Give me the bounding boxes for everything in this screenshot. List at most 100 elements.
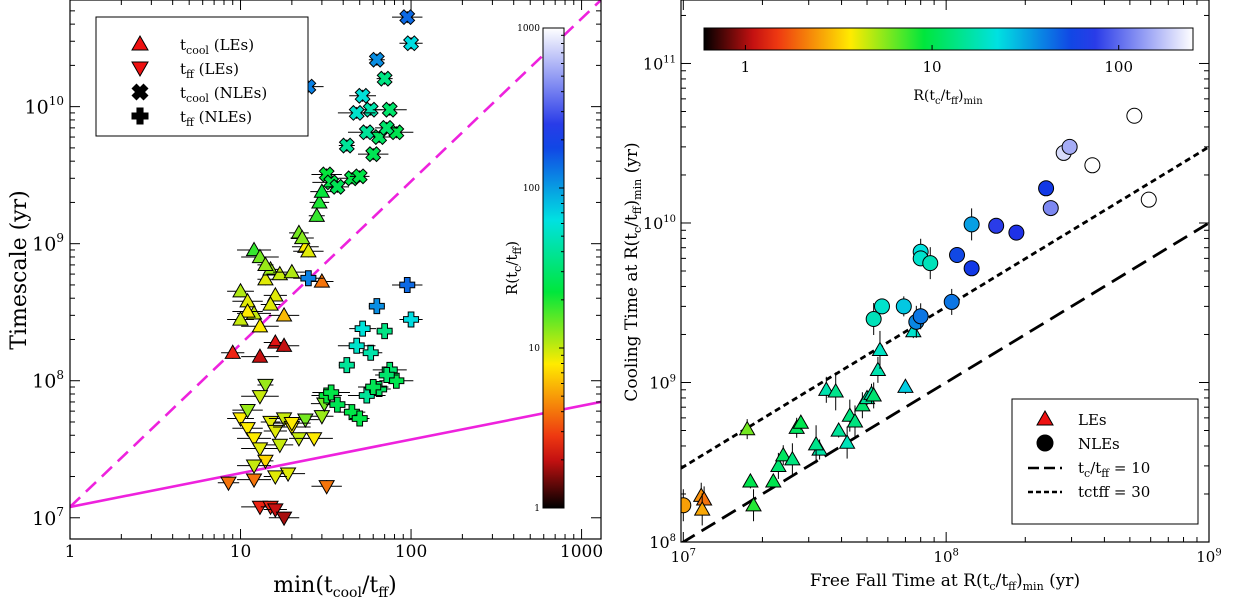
left-point-triangle-down (305, 432, 323, 447)
left-point-triangle-up (257, 256, 274, 272)
left-point-x (338, 137, 355, 154)
left-point-x (376, 70, 393, 87)
left-point-triangle-up (271, 265, 289, 281)
right-legend-label: NLEs (1078, 435, 1120, 453)
left-point-plus (376, 323, 393, 340)
left-point-triangle-down (266, 424, 284, 440)
left-data-points (217, 9, 423, 527)
right-colorbar: 1 10 100 R(tc/tff)min (703, 27, 1194, 107)
left-y-tick-label: 1010 (25, 94, 64, 119)
right-point-triangle-up (865, 386, 883, 402)
left-point-plus (300, 270, 317, 287)
left-point-triangle-up (232, 310, 249, 326)
left-x-axis: 1 10 100 1000 (65, 0, 603, 562)
right-x-axis-label: Free Fall Time at R(tc/tff)min (yr) (810, 571, 1080, 593)
left-point-triangle-up (313, 272, 331, 288)
left-colorbar-label: R(tc/tff) (503, 241, 524, 295)
right-legend-marker (1036, 409, 1054, 426)
right-y-tick-label: 1011 (643, 54, 676, 73)
left-point-triangle-down (271, 438, 289, 454)
left-point-triangle-down (266, 470, 284, 486)
left-legend-label: tcool (NLEs) (180, 84, 267, 105)
left-reference-lines (70, 0, 601, 509)
right-legend-label: tctff = 30 (1078, 483, 1150, 501)
left-legend-marker (131, 107, 149, 125)
right-point-circle (943, 293, 960, 310)
left-point-plus (338, 357, 355, 374)
right-point-circle (865, 311, 882, 328)
left-point-x (403, 35, 420, 52)
right-point-triangle-up (871, 341, 889, 357)
left-point-triangle-down (266, 503, 284, 518)
left-colorbar-tick-label: 1 (534, 504, 540, 514)
right-legend-marker (1036, 434, 1054, 452)
left-x-tick-label: 1 (65, 542, 76, 562)
left-y-tick-label: 109 (32, 231, 64, 256)
left-legend-marker (131, 61, 149, 78)
left-point-triangle-down (283, 417, 301, 432)
left-point-triangle-up (251, 248, 269, 264)
left-legend-marker (131, 83, 149, 101)
left-point-x (365, 146, 382, 163)
right-point-circle (1061, 138, 1078, 155)
left-point-triangle-up (266, 286, 284, 302)
left-point-plus (323, 384, 340, 401)
right-point-circle (988, 217, 1005, 234)
left-point-triangle-up (262, 295, 279, 311)
left-point-triangle-up (251, 348, 269, 363)
left-point-x (358, 124, 375, 141)
left-x-tick-label: 100 (395, 542, 427, 562)
right-point-triangle-up (846, 412, 864, 428)
left-colorbar-tick-label: 10 (529, 344, 541, 354)
left-point-x (329, 178, 346, 195)
left-point-plus (378, 367, 395, 384)
left-point-plus (354, 320, 371, 337)
right-legend: LEs NLEs tc/tff = 10 tctff = 30 (1011, 398, 1199, 525)
left-point-plus (399, 276, 416, 293)
right-point-circle (1140, 191, 1157, 208)
right-legend-label: tc/tff = 10 (1078, 459, 1150, 480)
left-point-x (378, 119, 395, 136)
left-point-triangle-up (311, 193, 328, 209)
right-point-circle (949, 246, 966, 263)
right-point-triangle-up (770, 457, 787, 473)
right-short-dash-line (681, 145, 1209, 470)
left-legend-label: tff (NLEs) (180, 108, 252, 129)
right-x-tick-label: 107 (671, 547, 696, 566)
right-point-triangle-up (807, 435, 825, 451)
left-point-triangle-down (245, 432, 263, 447)
right-point-circle (873, 298, 890, 315)
left-point-plus (368, 298, 385, 315)
left-plot-frame (69, 0, 602, 540)
left-point-x (348, 104, 365, 121)
right-point-triangle-up (774, 446, 792, 462)
left-point-x (399, 9, 416, 26)
left-y-tick-label: 107 (32, 505, 64, 530)
left-point-plus (351, 410, 368, 427)
left-y-axis: 107 108 109 1010 (25, 0, 601, 530)
left-x-axis-label: min(tcool/tff) (273, 573, 397, 601)
left-point-triangle-down (239, 404, 256, 419)
right-point-circle (1042, 200, 1059, 217)
right-point-triangle-up (904, 322, 922, 338)
right-point-triangle-up (784, 450, 801, 466)
right-point-triangle-up (854, 396, 871, 412)
left-point-triangle-up (275, 337, 293, 352)
right-point-circle (1084, 157, 1101, 174)
right-point-triangle-up (792, 414, 810, 429)
left-point-triangle-up (293, 229, 311, 245)
left-point-triangle-up (275, 306, 293, 322)
left-point-triangle-down (275, 511, 293, 527)
left-point-triangle-up (308, 207, 326, 222)
left-legend: tcool (LEs) tff (LEs) tcool (NLEs) tff (NLE… (95, 16, 309, 137)
right-y-axis: 108 109 1010 1011 (643, 14, 1209, 552)
left-point-x (368, 51, 385, 68)
left-point-triangle-up (313, 183, 331, 198)
left-legend-label: tff (LEs) (180, 60, 239, 81)
left-point-triangle-down (257, 378, 274, 394)
right-point-triangle-up (742, 472, 759, 488)
right-long-dash-line (681, 221, 1209, 542)
left-point-x (351, 168, 368, 185)
